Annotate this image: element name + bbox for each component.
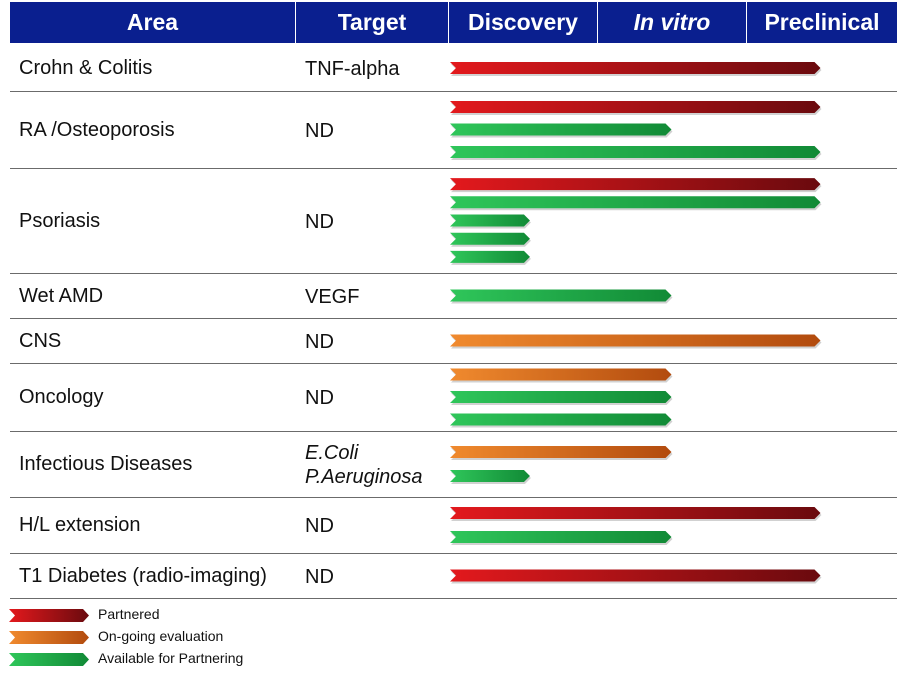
row-area-label: RA /Osteoporosis	[19, 118, 175, 141]
legend-chevron	[9, 653, 89, 666]
legend-label: Partnered	[98, 606, 160, 622]
row-area-label: CNS	[19, 329, 62, 352]
table-bottom-line	[10, 598, 897, 599]
row-target-label: TNF-alpha	[305, 58, 400, 80]
bar-available	[450, 232, 530, 245]
row-target-label: ND	[305, 210, 334, 233]
bar-partnered	[450, 178, 821, 191]
row-target-label: ND	[305, 330, 334, 353]
row-divider	[10, 273, 897, 274]
row-area-label: Wet AMD	[19, 284, 104, 307]
bar-available	[450, 470, 530, 482]
header-discovery: Discovery	[448, 2, 597, 43]
bar-available	[450, 413, 672, 426]
row-divider	[10, 431, 897, 432]
bar-available	[450, 123, 672, 136]
row-target-label: ND	[305, 119, 334, 142]
bar-ongoing	[450, 334, 821, 347]
row-area-label: Crohn & Colitis	[19, 57, 153, 79]
row-area-label: Infectious Diseases	[19, 453, 193, 475]
header-area: Area	[10, 2, 295, 43]
bar-partnered	[450, 62, 821, 74]
bar-available	[450, 289, 672, 302]
row-area-label: Psoriasis	[19, 209, 101, 232]
row-target-label: ND	[305, 387, 334, 409]
legend-swatch-available	[9, 653, 89, 666]
row-target-label: VEGF	[305, 285, 360, 308]
row-divider	[10, 363, 897, 364]
row-divider	[10, 91, 897, 92]
row-target-label: E.Coli	[305, 442, 359, 464]
row-area-label: T1 Diabetes (radio-imaging)	[19, 564, 267, 587]
bar-ongoing	[450, 446, 672, 458]
row-target-label: P.Aeruginosa	[305, 466, 423, 488]
header-in-vitro: In vitro	[597, 2, 746, 43]
legend-swatch-ongoing	[9, 631, 89, 644]
legend-item-available: Available for Partnering	[8, 649, 308, 671]
legend-label: Available for Partnering	[98, 650, 244, 666]
header-preclinical: Preclinical	[746, 2, 897, 43]
bar-partnered	[450, 101, 821, 113]
legend-label: On-going evaluation	[98, 628, 224, 644]
bar-available	[450, 214, 530, 227]
row-area-label: Oncology	[19, 386, 104, 408]
bar-available	[450, 391, 672, 403]
bar-partnered	[450, 507, 821, 519]
bar-available	[450, 146, 821, 158]
bar-available	[450, 250, 530, 263]
row-target-label: ND	[305, 515, 334, 537]
row-divider	[10, 318, 897, 319]
legend-item-partnered: Partnered	[8, 605, 308, 627]
legend-chevron	[9, 609, 89, 622]
row-divider	[10, 553, 897, 554]
bar-available	[450, 196, 821, 209]
legend-swatch-partnered	[9, 609, 89, 622]
bar-ongoing	[450, 368, 672, 381]
row-area-label: H/L extension	[19, 514, 141, 536]
bar-partnered	[450, 569, 821, 582]
legend-chevron	[9, 631, 89, 644]
row-target-label: ND	[305, 565, 334, 588]
row-divider	[10, 168, 897, 169]
header-target: Target	[295, 2, 448, 43]
bar-available	[450, 531, 672, 543]
legend-item-ongoing: On-going evaluation	[8, 627, 308, 649]
row-divider	[10, 497, 897, 498]
